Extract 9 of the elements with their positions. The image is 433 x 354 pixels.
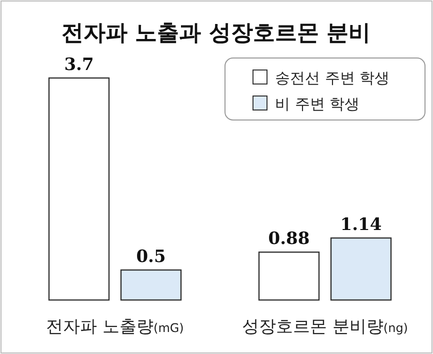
text: 전자파 노출과 성장호르몬 분비 xyxy=(62,21,370,46)
data-label: 1.14 xyxy=(340,215,382,235)
x-tick-label: 성장호르몬 분비량(ng) xyxy=(242,317,408,337)
legend-label: 송전선 주변 학생 xyxy=(275,69,390,87)
data-label: 3.7 xyxy=(64,55,94,75)
data-label: 0.5 xyxy=(136,247,166,267)
legend-label: 비 주변 학생 xyxy=(275,95,360,113)
x-tick-label: 전자파 노출량(mG) xyxy=(46,317,184,337)
data-label: 0.88 xyxy=(268,229,310,250)
